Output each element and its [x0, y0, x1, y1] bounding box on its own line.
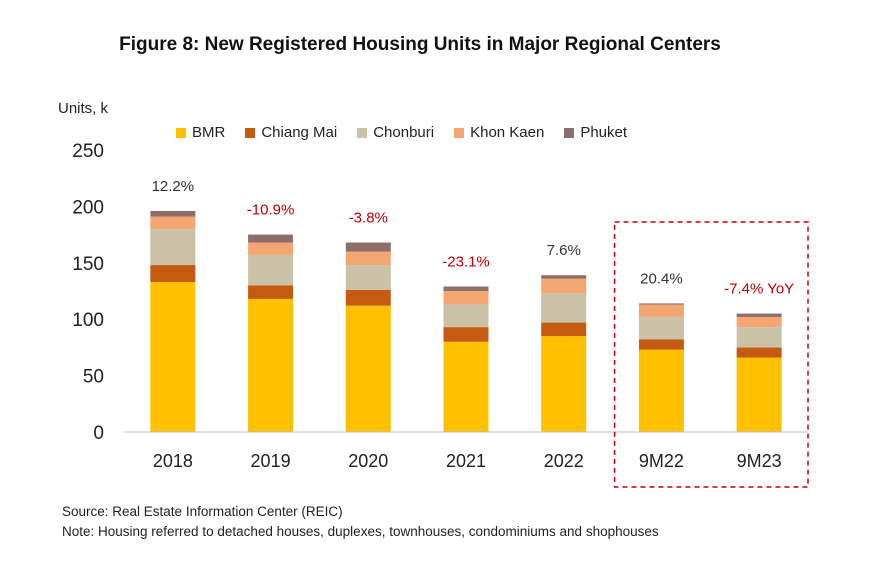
bar-segment-phuket: [345, 242, 391, 252]
legend-swatch-chiang-mai: [245, 127, 256, 138]
bar-segment-phuket: [248, 234, 294, 243]
bar-segment-bmr: [443, 341, 489, 432]
bar-segment-chonburi: [345, 265, 391, 290]
legend-label-khon-kaen: Khon Kaen: [470, 124, 545, 141]
bar-segment-chonburi: [736, 327, 782, 348]
bar-segment-phuket: [443, 286, 489, 291]
legend-label-chiang-mai: Chiang Mai: [261, 124, 338, 141]
bar-segment-chiang-mai: [736, 347, 782, 358]
bar-segment-khon-kaen: [248, 242, 294, 255]
legend-swatch-khon-kaen: [454, 127, 465, 138]
bar-segment-chiang-mai: [345, 289, 391, 306]
legend-item-chonburi: Chonburi: [357, 124, 434, 141]
chart-legend: BMR Chiang Mai Chonburi Khon Kaen Phuket: [176, 124, 647, 141]
y-tick-label: 150: [72, 254, 104, 275]
source-note: Source: Real Estate Information Center (…: [62, 504, 343, 519]
growth-annotation: 12.2%: [152, 178, 195, 195]
legend-label-chonburi: Chonburi: [373, 124, 435, 141]
x-tick-label: 2021: [446, 451, 486, 471]
bar-segment-bmr: [736, 357, 782, 432]
bar-segment-phuket: [736, 313, 782, 317]
bar-segment-bmr: [541, 336, 587, 432]
bar-segment-chiang-mai: [638, 339, 684, 350]
bar-segment-chiang-mai: [150, 265, 196, 282]
bar-segment-phuket: [541, 275, 587, 279]
legend-label-bmr: BMR: [192, 124, 226, 141]
bar-segment-bmr: [638, 349, 684, 432]
bar-segment-khon-kaen: [150, 216, 196, 229]
bar-segment-bmr: [345, 305, 391, 432]
x-tick-label: 2022: [544, 451, 584, 471]
x-tick-label: 2019: [251, 451, 291, 471]
y-tick-label: 200: [72, 197, 104, 218]
highlight-box: [613, 221, 809, 488]
bar-segment-khon-kaen: [541, 278, 587, 294]
housing-note: Note: Housing referred to detached house…: [62, 524, 659, 539]
x-tick-label: 2018: [153, 451, 193, 471]
bar-segment-chiang-mai: [541, 322, 587, 337]
legend-swatch-chonburi: [357, 127, 368, 138]
bar-segment-chonburi: [541, 293, 587, 323]
growth-annotation: -7.4% YoY: [724, 281, 794, 298]
bar-segment-chonburi: [443, 304, 489, 328]
legend-item-phuket: Phuket: [564, 124, 627, 141]
growth-annotation: -10.9%: [247, 202, 295, 219]
chart-title: Figure 8: New Registered Housing Units i…: [119, 34, 721, 55]
bar-segment-khon-kaen: [638, 304, 684, 317]
growth-annotation: -3.8%: [349, 209, 388, 226]
growth-annotation: 20.4%: [640, 270, 683, 287]
bar-segment-chonburi: [150, 228, 196, 266]
bar-segment-khon-kaen: [345, 251, 391, 266]
bar-segment-phuket: [638, 303, 684, 305]
y-tick-label: 50: [83, 367, 104, 388]
y-tick-label: 0: [93, 423, 104, 444]
bar-segment-chonburi: [248, 254, 294, 286]
bar-segment-chiang-mai: [248, 285, 294, 299]
growth-annotation: 7.6%: [547, 242, 581, 259]
bar-segment-chonburi: [638, 316, 684, 340]
y-tick-label: 100: [72, 310, 104, 331]
growth-annotation: -23.1%: [442, 253, 490, 270]
bar-segment-bmr: [150, 281, 196, 432]
bar-segment-phuket: [150, 210, 196, 217]
y-tick-label: 250: [72, 141, 104, 162]
legend-label-phuket: Phuket: [580, 124, 628, 141]
legend-item-chiang-mai: Chiang Mai: [245, 124, 337, 141]
legend-item-khon-kaen: Khon Kaen: [454, 124, 544, 141]
x-tick-label: 9M23: [737, 451, 782, 471]
legend-item-bmr: BMR: [176, 124, 225, 141]
bar-segment-bmr: [248, 298, 294, 432]
bar-segment-khon-kaen: [736, 316, 782, 328]
x-tick-label: 2020: [348, 451, 388, 471]
legend-swatch-phuket: [564, 127, 575, 138]
x-tick-label: 9M22: [639, 451, 684, 471]
bar-segment-chiang-mai: [443, 327, 489, 342]
y-axis-label: Units, k: [58, 100, 109, 117]
bar-segment-khon-kaen: [443, 291, 489, 305]
legend-swatch-bmr: [176, 127, 186, 138]
